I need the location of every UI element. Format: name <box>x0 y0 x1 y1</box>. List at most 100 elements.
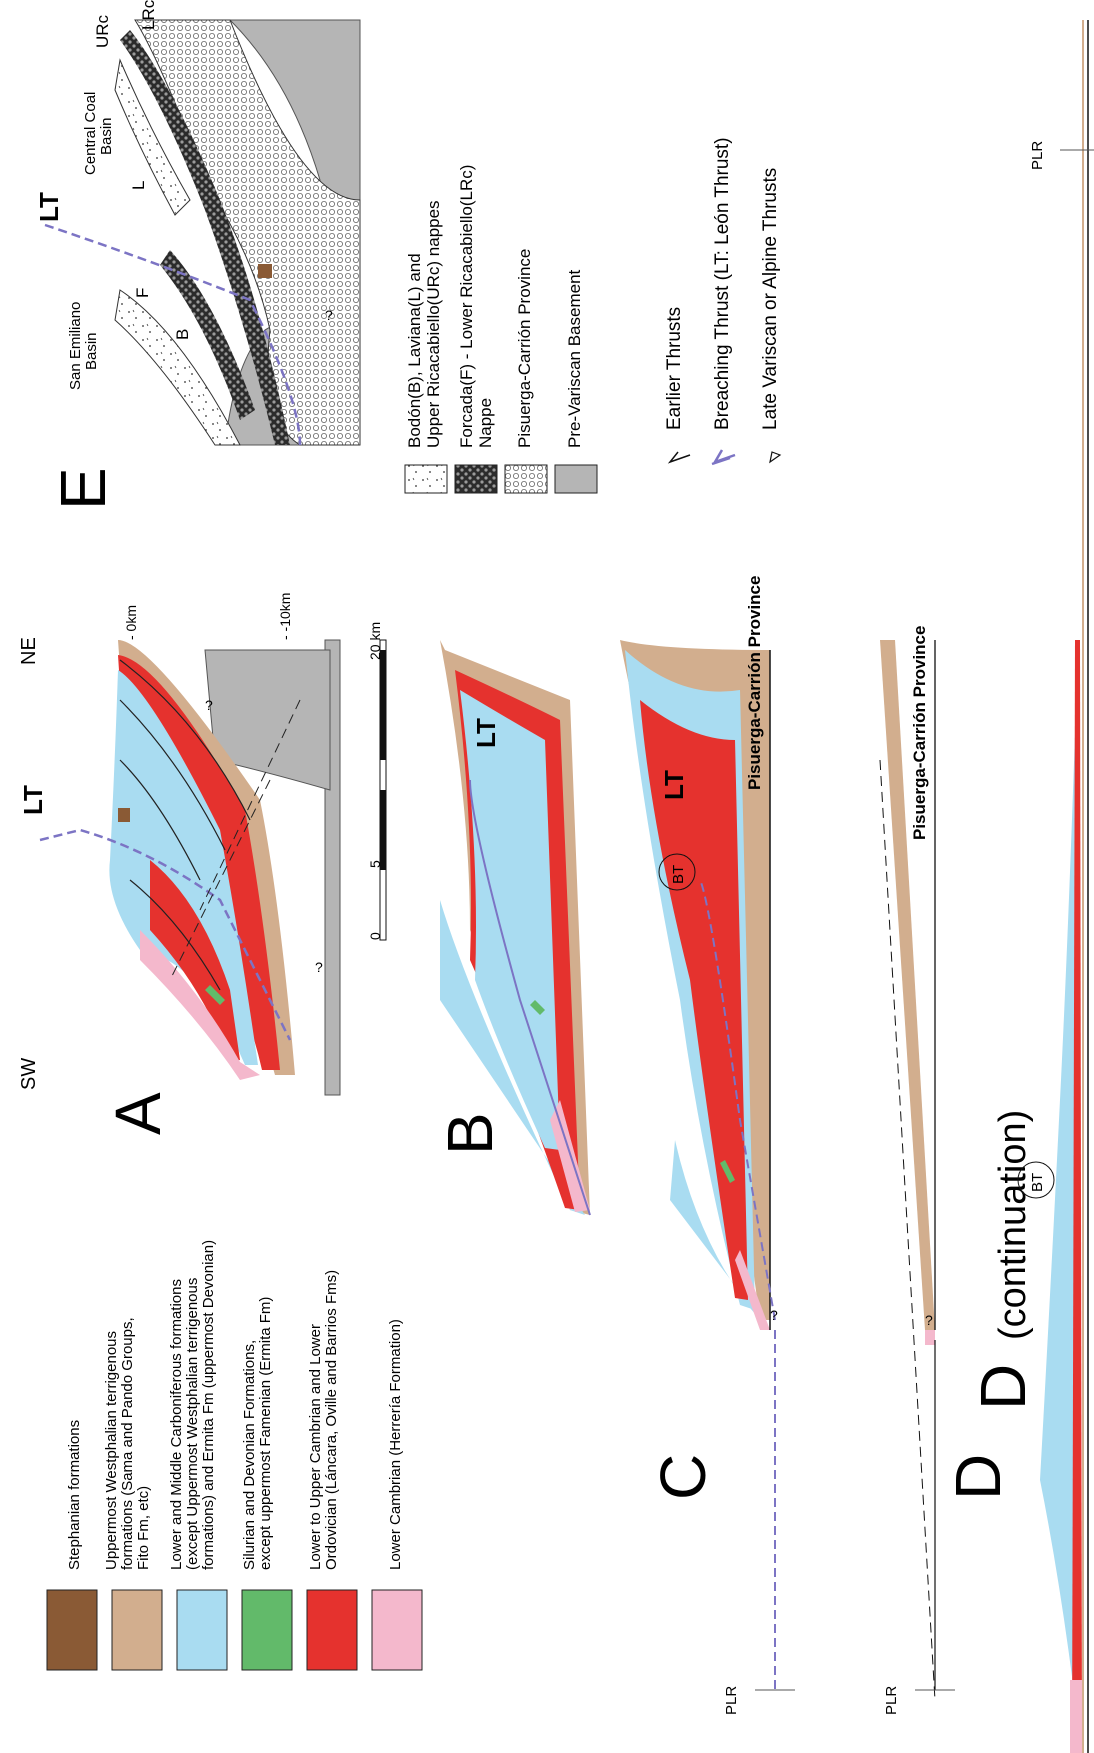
label-sw: SW <box>18 1058 40 1090</box>
layer-c-pink <box>735 1250 770 1330</box>
legend-text-westphalian: Uppermost Westphalian terrigenous format… <box>103 1313 152 1570</box>
plr-label-d: PLR <box>883 1686 900 1715</box>
fold-lines-a <box>119 659 251 991</box>
f-label: F <box>133 288 152 298</box>
layer-b-green <box>530 1000 545 1015</box>
legend-swatch-silurian-devonian <box>241 1589 293 1671</box>
legend-e: Bodón(B), Laviana(L) and Upper Ricacabie… <box>404 160 598 494</box>
lt-label-c: LT <box>659 770 689 800</box>
legend-swatch-westphalian <box>111 1589 163 1671</box>
l-label: L <box>129 181 148 190</box>
panel-c-letter: C <box>647 1454 719 1500</box>
legend-swatch-cambro-ordovician <box>306 1589 358 1671</box>
layer-a-green <box>205 985 225 1005</box>
bt-circle-c <box>658 853 696 891</box>
legend-text-stephanian: Stephanian formations <box>66 1420 83 1570</box>
layer-b-blue <box>460 690 560 1150</box>
legend-e-swatch-circles <box>504 464 548 494</box>
lt-label-b: LT <box>471 718 501 748</box>
panel-a: A SW NE LT ? ? - 0km - -10km 0 5 20 km <box>18 593 387 1135</box>
legend-left: Stephanian formations Uppermost Westphal… <box>46 1240 423 1671</box>
lrc-label: LRc <box>139 0 158 30</box>
legend-thrust-breaching: Breaching Thrust (LT: León Thrust) <box>712 137 733 430</box>
breaching-thrust-c <box>699 879 776 1321</box>
late-thrust-a <box>169 699 301 981</box>
legend-swatch-lower-cambrian <box>371 1589 423 1671</box>
layer-c-green <box>720 1160 735 1183</box>
legend-e-text-3: Pisuerga-Carrión Province <box>515 249 534 448</box>
panel-d-continuation: D (continuation) BT PLR <box>967 20 1094 1753</box>
laviana-e <box>114 58 191 216</box>
panel-a-letter: A <box>102 1092 174 1135</box>
scale-label-0: 0 <box>367 932 383 940</box>
qmark-a2: ? <box>315 959 323 975</box>
panel-b: B LT <box>434 640 591 1216</box>
qmark-e: ? <box>325 307 333 323</box>
scale-label-5: 5 <box>367 860 383 868</box>
central-coal-label: Central Coal Basin <box>82 87 115 175</box>
legend-e-text-2: Forcada(F) - Lower Ricacabiello(LRc) Nap… <box>457 160 495 448</box>
legend-e-text-1: Bodón(B), Laviana(L) and Upper Ricacabie… <box>405 200 443 448</box>
forcada-e-2 <box>160 250 255 420</box>
panel-d: D Pisuerga-Carrión Province ? PLR <box>879 626 1014 1715</box>
legend-text-silurian-devonian: Silurian and Devonian Formations, except… <box>241 1297 274 1570</box>
panel-c: C LT BT Pisuerga-Carrión Province ? PLR <box>620 576 795 1715</box>
panel-e-letter: E <box>47 467 119 510</box>
layer-d-pink <box>925 1330 935 1345</box>
pisuerga-label-c: Pisuerga-Carrión Province <box>745 576 764 790</box>
san-emiliano-label: San Emiliano Basin <box>67 297 100 390</box>
legend-text-carboniferous: Lower and Middle Carboniferous formation… <box>168 1240 217 1570</box>
bt-label-d: BT <box>1029 1173 1046 1192</box>
legend-text-lower-cambrian: Lower Cambrian (Herrería Formation) <box>387 1319 404 1570</box>
dashed-d <box>879 759 936 1701</box>
legend-swatch-carboniferous <box>176 1589 228 1671</box>
plr-label-c: PLR <box>723 1686 740 1715</box>
layer-c-blue <box>670 1140 765 1325</box>
legend-e-swatch-dots <box>404 464 448 494</box>
label-10km: - -10km <box>277 593 293 640</box>
breaching-thrust-b <box>469 779 591 1216</box>
layer-dcont-pink <box>1070 1680 1082 1753</box>
earlier-thrust-icon <box>667 451 691 464</box>
urc-label: URc <box>93 14 112 48</box>
legend-e-swatch-grey <box>554 464 598 494</box>
breaching-thrust-icon <box>711 449 736 466</box>
lt-label-a: LT <box>18 785 48 815</box>
legend-thrust-earlier: Earlier Thrusts <box>664 307 685 430</box>
panel-e: E LT San Emiliano Basin Central Coal Bas… <box>34 0 361 510</box>
qmark-d: ? <box>925 1312 933 1328</box>
panel-dcont-letter: D <box>967 1364 1039 1410</box>
layer-c-red <box>640 700 748 1300</box>
stephanian-e <box>258 264 272 278</box>
qmark-c: ? <box>770 1307 778 1323</box>
forcada-e <box>120 30 290 445</box>
layer-a-pink <box>140 930 260 1080</box>
layer-dcont-blue <box>1040 640 1080 1700</box>
scale-label-20: 20 km <box>367 622 383 660</box>
bt-circle-d <box>1017 1161 1055 1199</box>
layer-d-westphalian <box>880 640 935 1330</box>
label-0km: - 0km <box>123 605 139 640</box>
legend-thrusts: Earlier Thrusts Breaching Thrust (LT: Le… <box>664 137 782 466</box>
late-thrust-icon <box>769 451 782 464</box>
panel-d-letter: D <box>942 1454 1014 1500</box>
layer-a-red-2 <box>150 860 240 1062</box>
breaching-thrust-a <box>39 828 292 1041</box>
legend-e-text-4: Pre-Variscan Basement <box>565 269 584 448</box>
plr-label-dcont: PLR <box>1029 141 1046 170</box>
bodon-e <box>114 289 241 446</box>
layer-a-stephanian <box>118 808 130 822</box>
panel-b-letter: B <box>434 1112 506 1155</box>
legend-text-cambro-ordovician: Lower to Upper Cambrian and Lower Ordovi… <box>307 1270 340 1570</box>
label-ne: NE <box>18 637 40 665</box>
layer-dcont-red <box>1072 640 1082 1753</box>
lt-label-e: LT <box>34 192 64 222</box>
breaching-thrust-e <box>44 223 302 446</box>
pisuerga-label-d: Pisuerga-Carrión Province <box>910 626 929 840</box>
legend-e-swatch-hatch <box>454 464 498 494</box>
panel-dcont-word: (continuation) <box>992 1110 1034 1340</box>
legend-swatch-stephanian <box>46 1589 98 1671</box>
qmark-a1: ? <box>205 697 213 713</box>
b-label: B <box>173 329 192 340</box>
